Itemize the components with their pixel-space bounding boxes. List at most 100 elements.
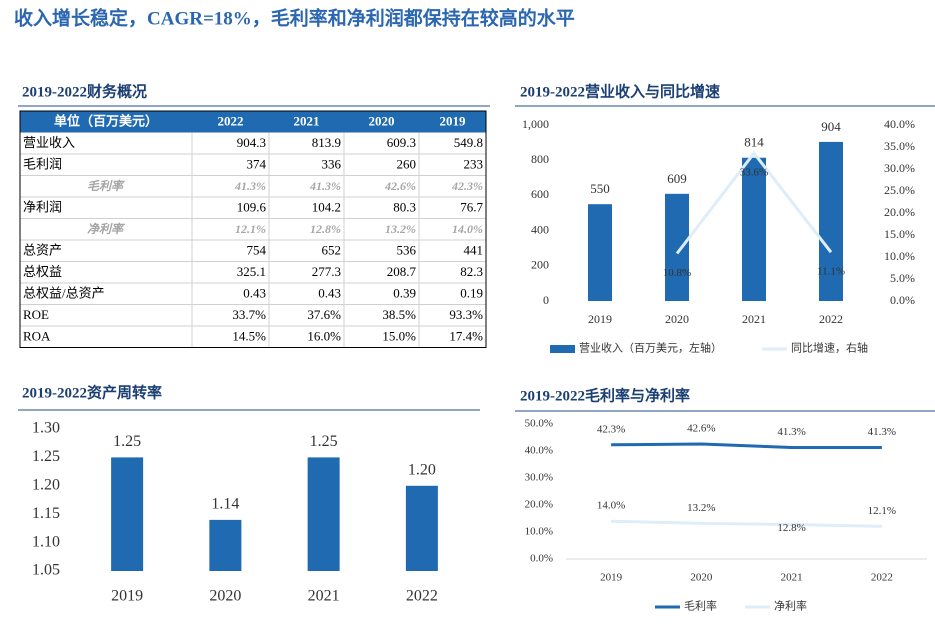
table-cell: 总权益	[23, 264, 62, 279]
table-border	[19, 110, 487, 348]
table-cell: 536	[397, 243, 417, 258]
table-header: 2021	[294, 114, 320, 129]
x-tick-label: 2019	[588, 312, 612, 326]
table-cell: 109.6	[237, 200, 267, 215]
legend-label: 毛利率	[684, 599, 717, 613]
table-cell: 904.3	[237, 135, 266, 150]
table-header-bg	[20, 111, 486, 133]
y-tick-label: 1.15	[32, 505, 60, 522]
table-cell: 754	[247, 243, 267, 258]
table-cell: 12.1%	[235, 222, 266, 236]
y2-tick-label: 20.0%	[884, 205, 915, 219]
value-label: 814	[744, 135, 764, 150]
y-tick-label: 400	[531, 222, 549, 236]
table-cell: 609.3	[387, 135, 416, 150]
bar	[209, 519, 242, 571]
value-label: 13.2%	[687, 502, 715, 514]
table-cell: 0.19	[460, 286, 483, 301]
chart-title: 2019-2022营业收入与同比增速	[520, 82, 720, 100]
y2-tick-label: 10.0%	[884, 249, 915, 263]
table-cell: 42.6%	[384, 179, 416, 193]
table-cell: 14.0%	[452, 222, 483, 236]
table-cell: 毛利率	[87, 179, 125, 193]
table-cell: ROA	[23, 329, 51, 344]
value-label: 42.6%	[687, 423, 715, 435]
value-label: 609	[667, 171, 687, 186]
value-label: 33.6%	[740, 167, 768, 179]
table-cell: 82.3	[460, 264, 483, 279]
y-tick-label: 800	[531, 152, 549, 166]
value-label: 14.0%	[597, 500, 625, 512]
table-header: 2019	[440, 114, 467, 129]
bar	[588, 204, 612, 301]
table-cell: 41.3%	[234, 179, 266, 193]
x-tick-label: 2020	[690, 572, 713, 584]
x-tick-label: 2020	[209, 588, 241, 605]
table-cell: 374	[247, 157, 267, 172]
table-cell: 277.3	[312, 264, 341, 279]
bar	[665, 193, 689, 301]
y2-tick-label: 30.0%	[884, 161, 915, 175]
value-label: 42.3%	[597, 423, 625, 435]
y-tick-label: 0.0%	[530, 553, 553, 565]
chart-title: 2019-2022毛利率与净利率	[520, 386, 690, 404]
table-cell: 93.3%	[449, 307, 483, 322]
table-cell: 15.0%	[382, 329, 416, 344]
y2-tick-label: 15.0%	[884, 227, 915, 241]
legend-swatch	[550, 345, 575, 353]
value-label: 12.8%	[777, 522, 805, 534]
value-label: 41.3%	[777, 426, 805, 438]
table-header: 2022	[218, 114, 244, 129]
table-cell: 14.5%	[232, 329, 266, 344]
value-label: 11.1%	[817, 266, 845, 278]
table-cell: 总权益/总资产	[23, 286, 105, 301]
y-tick-label: 40.0%	[525, 445, 553, 457]
table-cell: 549.8	[454, 135, 483, 150]
y-tick-label: 1.05	[32, 562, 60, 579]
table-cell: 233	[464, 157, 484, 172]
legend-label: 同比增速，右轴	[791, 341, 868, 355]
table-cell: ROE	[23, 307, 49, 322]
bar	[742, 157, 766, 301]
value-label: 1.25	[310, 433, 338, 450]
table-cell: 208.7	[387, 264, 417, 279]
table-cell: 0.43	[243, 286, 266, 301]
table-cell: 毛利润	[23, 157, 62, 172]
x-tick-label: 2022	[406, 588, 438, 605]
legend-label: 营业收入（百万美元，左轴）	[579, 341, 722, 355]
table-cell: 80.3	[393, 200, 416, 215]
value-label: 12.1%	[868, 505, 896, 517]
value-label: 1.20	[408, 461, 436, 478]
table-title: 2019-2022财务概况	[22, 82, 147, 100]
table-cell: 0.43	[318, 286, 341, 301]
table-cell: 441	[464, 243, 484, 258]
y-tick-label: 1.20	[32, 476, 60, 493]
y-tick-label: 1,000	[522, 117, 549, 131]
legend-label: 净利率	[774, 599, 807, 613]
y-tick-label: 1.25	[32, 448, 60, 465]
bar	[307, 457, 340, 571]
bar	[111, 457, 144, 571]
table-cell: 16.0%	[307, 329, 341, 344]
table-cell: 0.39	[393, 286, 416, 301]
table-cell: 12.8%	[310, 222, 341, 236]
table-cell: 41.3%	[309, 179, 341, 193]
value-label: 550	[590, 181, 610, 196]
table-cell: 325.1	[237, 264, 266, 279]
table-cell: 净利率	[87, 222, 125, 236]
line	[675, 150, 833, 255]
line	[611, 442, 882, 449]
y-tick-label: 0	[543, 293, 549, 307]
y-tick-label: 50.0%	[525, 418, 553, 430]
y-tick-label: 30.0%	[525, 472, 553, 484]
x-tick-label: 2020	[665, 312, 689, 326]
table-cell: 总资产	[23, 243, 62, 258]
x-tick-label: 2022	[819, 312, 843, 326]
page-title: 收入增长稳定，CAGR=18%，毛利率和净利润都保持在较高的水平	[14, 6, 575, 29]
y-tick-label: 600	[531, 187, 549, 201]
table-cell: 652	[322, 243, 342, 258]
x-tick-label: 2021	[308, 588, 340, 605]
value-label: 1.14	[211, 496, 239, 513]
x-tick-label: 2019	[111, 588, 143, 605]
table-cell: 净利润	[23, 200, 62, 215]
